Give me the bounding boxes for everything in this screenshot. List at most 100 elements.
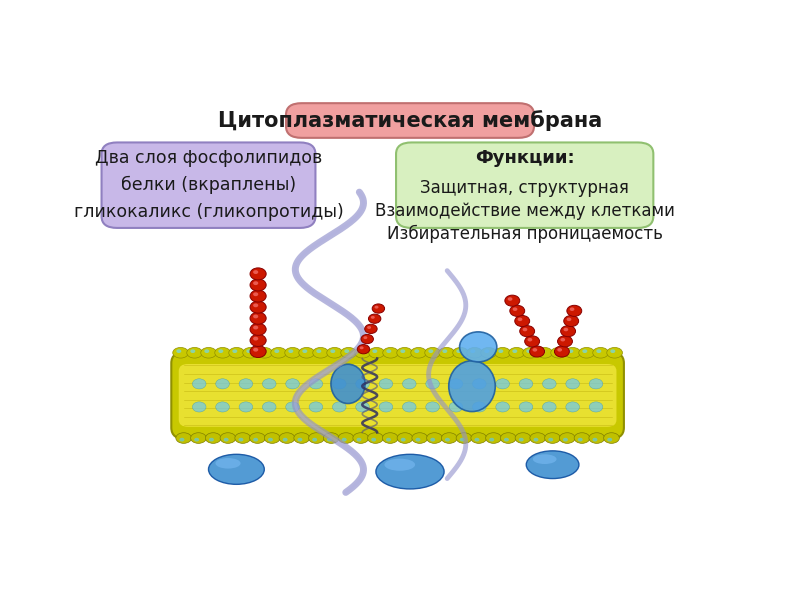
Circle shape [563, 438, 568, 442]
Ellipse shape [235, 433, 250, 443]
Ellipse shape [550, 347, 566, 358]
Circle shape [430, 438, 435, 442]
Circle shape [204, 349, 210, 353]
Ellipse shape [214, 347, 230, 358]
Ellipse shape [412, 433, 427, 443]
Ellipse shape [229, 347, 245, 358]
Circle shape [372, 304, 385, 313]
Ellipse shape [285, 347, 301, 358]
Ellipse shape [471, 433, 486, 443]
Ellipse shape [402, 379, 416, 389]
Circle shape [527, 338, 532, 341]
Text: Взаимодействие между клетками: Взаимодействие между клетками [374, 202, 674, 220]
Ellipse shape [220, 433, 236, 443]
Circle shape [525, 336, 539, 347]
Circle shape [327, 438, 332, 442]
Ellipse shape [442, 433, 457, 443]
Circle shape [302, 349, 307, 353]
Circle shape [563, 328, 568, 331]
Ellipse shape [209, 454, 264, 484]
Circle shape [372, 349, 378, 353]
Ellipse shape [216, 402, 230, 412]
Ellipse shape [262, 379, 276, 389]
Circle shape [357, 438, 362, 442]
Circle shape [218, 349, 223, 353]
Ellipse shape [519, 402, 533, 412]
Text: Избирательная проницаемость: Избирательная проницаемость [386, 225, 662, 243]
Ellipse shape [382, 433, 398, 443]
Ellipse shape [354, 347, 370, 358]
Circle shape [490, 438, 494, 442]
Circle shape [568, 349, 574, 353]
Circle shape [607, 438, 612, 442]
Ellipse shape [456, 433, 472, 443]
Ellipse shape [206, 433, 221, 443]
Ellipse shape [331, 364, 365, 403]
Circle shape [316, 349, 322, 353]
FancyBboxPatch shape [286, 103, 534, 138]
Ellipse shape [397, 433, 413, 443]
Ellipse shape [526, 451, 579, 479]
Circle shape [558, 348, 562, 352]
Circle shape [445, 438, 450, 442]
Circle shape [288, 349, 294, 353]
Circle shape [505, 295, 520, 306]
Circle shape [610, 349, 615, 353]
Circle shape [522, 328, 527, 331]
Ellipse shape [201, 347, 217, 358]
Ellipse shape [333, 379, 346, 389]
Ellipse shape [604, 433, 619, 443]
Circle shape [253, 281, 258, 285]
Circle shape [548, 438, 554, 442]
Circle shape [371, 438, 376, 442]
Circle shape [253, 292, 258, 296]
Ellipse shape [294, 433, 310, 443]
Circle shape [504, 438, 509, 442]
Ellipse shape [192, 402, 206, 412]
Ellipse shape [593, 347, 609, 358]
Ellipse shape [500, 433, 516, 443]
Circle shape [253, 326, 258, 329]
Ellipse shape [496, 402, 510, 412]
Circle shape [512, 349, 518, 353]
Ellipse shape [606, 347, 622, 358]
Ellipse shape [264, 433, 280, 443]
Ellipse shape [522, 347, 538, 358]
Ellipse shape [410, 347, 426, 358]
Ellipse shape [449, 379, 462, 389]
Ellipse shape [309, 379, 322, 389]
Ellipse shape [242, 347, 258, 358]
Ellipse shape [459, 332, 497, 362]
Circle shape [344, 349, 350, 353]
Circle shape [415, 438, 421, 442]
Circle shape [514, 316, 530, 326]
Circle shape [363, 336, 367, 339]
Ellipse shape [533, 454, 557, 464]
Ellipse shape [486, 433, 502, 443]
Ellipse shape [286, 379, 299, 389]
Ellipse shape [449, 402, 462, 412]
Ellipse shape [192, 379, 206, 389]
Ellipse shape [559, 433, 575, 443]
Circle shape [312, 438, 317, 442]
Circle shape [442, 349, 447, 353]
Circle shape [401, 438, 406, 442]
Ellipse shape [589, 379, 603, 389]
Circle shape [358, 349, 363, 353]
Circle shape [250, 312, 266, 324]
Ellipse shape [530, 433, 546, 443]
Circle shape [250, 334, 266, 346]
Circle shape [534, 438, 538, 442]
Text: Функции:: Функции: [475, 149, 574, 167]
Ellipse shape [262, 402, 276, 412]
Ellipse shape [589, 433, 605, 443]
Circle shape [250, 301, 266, 313]
Circle shape [238, 438, 243, 442]
Ellipse shape [356, 379, 370, 389]
Ellipse shape [369, 347, 385, 358]
Circle shape [566, 317, 571, 321]
Ellipse shape [566, 402, 579, 412]
Circle shape [518, 438, 524, 442]
Circle shape [578, 438, 582, 442]
Ellipse shape [453, 347, 469, 358]
